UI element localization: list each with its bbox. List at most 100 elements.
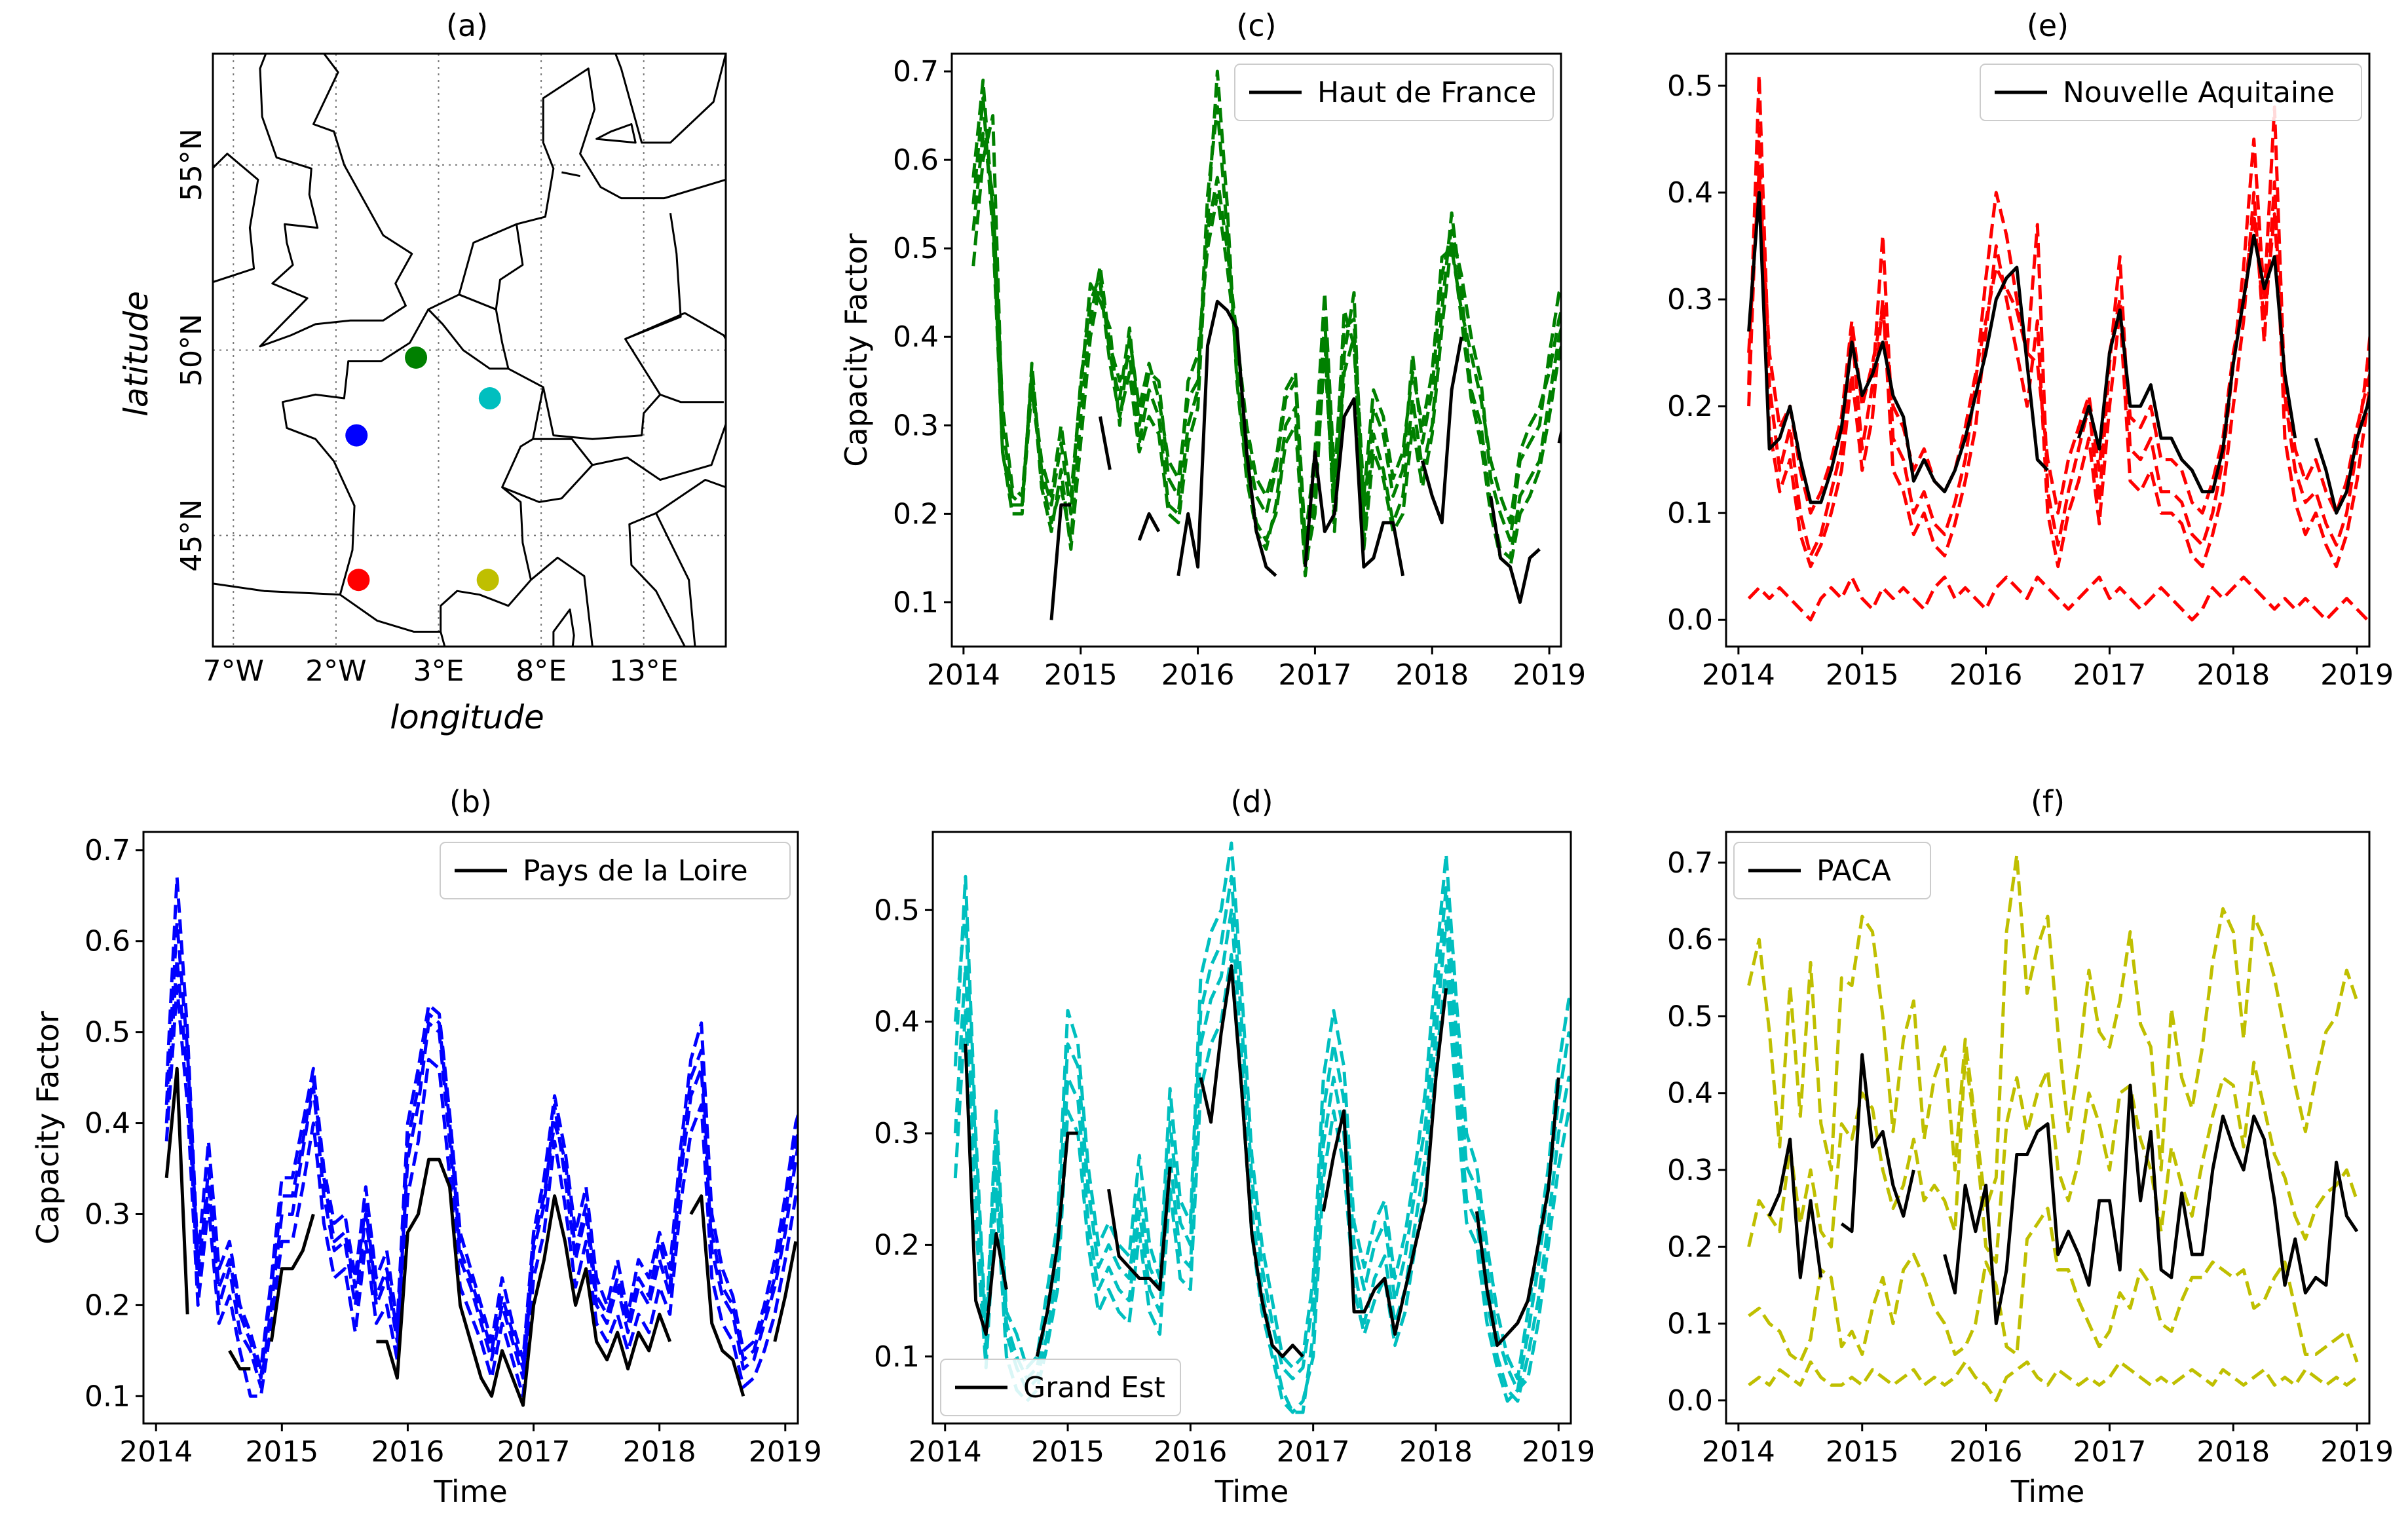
x-tick-label: 2018 bbox=[2196, 1435, 2270, 1469]
y-tick-label: 0.0 bbox=[1667, 603, 1713, 637]
map-x-tick-labels: 7°W 2°W 3°E 8°E 13°E bbox=[203, 654, 679, 688]
y-tick-label: 0.3 bbox=[1667, 283, 1713, 316]
legend-box bbox=[1234, 64, 1554, 121]
chart-title: (b) bbox=[449, 784, 492, 819]
site-series-line bbox=[1747, 169, 2369, 515]
x-tick-label: 2016 bbox=[1154, 1435, 1227, 1469]
x-tick-label: 2015 bbox=[1826, 1435, 1899, 1469]
y-tick-label: 0.5 bbox=[85, 1016, 130, 1049]
y-tick-label: 0.6 bbox=[85, 925, 130, 958]
map-coastline bbox=[595, 123, 637, 144]
y-tick-label: 0.5 bbox=[1667, 1000, 1713, 1033]
legend: Nouvelle Aquitaine bbox=[1980, 64, 2362, 121]
x-tick-label: 2019 bbox=[1513, 658, 1586, 692]
axes-frame bbox=[950, 52, 1562, 648]
x-tick-label: 2017 bbox=[497, 1435, 571, 1469]
map-x-axis-label: longitude bbox=[390, 698, 544, 736]
regional-series-line bbox=[1049, 299, 1561, 620]
y-tick-label: 0.2 bbox=[874, 1228, 920, 1262]
map-border bbox=[655, 479, 726, 514]
site-series-line bbox=[164, 985, 798, 1398]
x-tick-label: 2019 bbox=[1522, 1435, 1595, 1469]
map-border bbox=[624, 312, 726, 340]
regional-series-line bbox=[164, 1066, 798, 1407]
site-series-line bbox=[953, 952, 1571, 1414]
legend-box bbox=[940, 1359, 1181, 1416]
x-tick-label: 2015 bbox=[1826, 658, 1899, 692]
map-y-tick-label: 55°N bbox=[175, 128, 208, 201]
map-layers bbox=[213, 54, 726, 647]
x-axis-label: Time bbox=[1214, 1474, 1289, 1509]
map-x-tick-label: 2°W bbox=[305, 654, 367, 688]
plot-area bbox=[953, 841, 1571, 1414]
x-tick-label: 2014 bbox=[909, 1435, 982, 1469]
plot-area bbox=[164, 876, 798, 1407]
x-tick-label: 2017 bbox=[1278, 658, 1351, 692]
map-coastline bbox=[213, 153, 259, 284]
site-series-line bbox=[164, 958, 798, 1389]
map-border bbox=[660, 393, 724, 404]
x-tick-label: 2017 bbox=[2073, 658, 2146, 692]
legend-label: Grand Est bbox=[1023, 1371, 1165, 1404]
map-y-axis-label: latitude bbox=[117, 291, 155, 417]
axes-frame bbox=[142, 831, 799, 1425]
chart-panel-d: (d) 2014 2015 2016 2017 2018 2019 0.1 0.2 0.3 0.4 0… bbox=[874, 784, 1595, 1509]
site-series-line bbox=[971, 69, 1561, 578]
x-axis-label: Time bbox=[2010, 1474, 2085, 1509]
legend-label: PACA bbox=[1816, 854, 1891, 888]
x-tick-label: 2018 bbox=[2196, 658, 2270, 692]
map-x-tick-label: 7°W bbox=[203, 654, 265, 688]
x-axis-label: Time bbox=[433, 1474, 508, 1509]
map-x-tick-label: 8°E bbox=[516, 654, 567, 688]
map-y-tick-label: 50°N bbox=[175, 314, 208, 386]
map-panel: (a) 7°W 2°W 3°E 8°E 13°E 45°N 50°N 55°N longit… bbox=[117, 8, 727, 736]
map-coastline bbox=[259, 54, 413, 348]
x-tick-label: 2017 bbox=[2073, 1435, 2146, 1469]
regional-series-line bbox=[1767, 1053, 2359, 1325]
site-series-line bbox=[1748, 1360, 2358, 1403]
y-tick-label: 0.1 bbox=[1667, 497, 1713, 530]
site-series-line bbox=[1747, 575, 2369, 622]
y-tick-label: 0.3 bbox=[1667, 1154, 1713, 1187]
y-tick-label: 0.2 bbox=[1667, 1230, 1713, 1264]
x-tick-label: 2016 bbox=[1161, 658, 1235, 692]
y-tick-label: 0.0 bbox=[1667, 1384, 1713, 1418]
x-tick-label: 2016 bbox=[1949, 1435, 2023, 1469]
axes-frame bbox=[1725, 831, 2371, 1425]
map-y-tick-label: 45°N bbox=[175, 499, 208, 572]
x-tick-label: 2015 bbox=[1044, 658, 1118, 692]
y-tick-label: 0.1 bbox=[874, 1340, 920, 1374]
x-tick-label: 2019 bbox=[2320, 1435, 2394, 1469]
y-tick-label: 0.5 bbox=[874, 894, 920, 927]
x-tick-label: 2019 bbox=[2320, 658, 2394, 692]
map-site-marker bbox=[347, 569, 370, 592]
map-title: (a) bbox=[446, 8, 488, 43]
map-border bbox=[533, 424, 726, 481]
site-series-line bbox=[164, 921, 798, 1380]
y-tick-label: 0.3 bbox=[893, 409, 939, 442]
y-tick-label: 0.6 bbox=[1667, 923, 1713, 956]
map-coastline bbox=[552, 608, 575, 647]
plot-area bbox=[971, 69, 1561, 620]
map-coastline bbox=[614, 54, 726, 144]
chart-panel-f: (f) 2014 2015 2016 2017 2018 2019 0.0 0.1 0.2 0.3 0… bbox=[1667, 784, 2394, 1509]
y-tick-label: 0.2 bbox=[85, 1289, 130, 1322]
y-tick-label: 0.7 bbox=[85, 834, 130, 867]
map-border bbox=[495, 223, 524, 310]
x-tick-label: 2016 bbox=[1949, 658, 2023, 692]
x-tick-label: 2014 bbox=[1702, 658, 1775, 692]
chart-panel-e: (e) 2014 2015 2016 2017 2018 2019 0.0 0.1 0.2 0.3 0… bbox=[1667, 8, 2394, 692]
map-border bbox=[501, 438, 534, 580]
y-tick-label: 0.1 bbox=[85, 1380, 130, 1413]
map-site-marker bbox=[478, 387, 501, 410]
map-y-tick-labels: 45°N 50°N 55°N bbox=[175, 128, 208, 572]
y-tick-label: 0.4 bbox=[1667, 1077, 1713, 1110]
x-tick-label: 2015 bbox=[245, 1435, 318, 1469]
legend: Haut de France bbox=[1234, 64, 1554, 121]
x-tick-label: 2015 bbox=[1031, 1435, 1104, 1469]
y-tick-label: 0.4 bbox=[893, 320, 939, 354]
legend: Grand Est bbox=[940, 1359, 1181, 1416]
legend-box bbox=[1980, 64, 2362, 121]
